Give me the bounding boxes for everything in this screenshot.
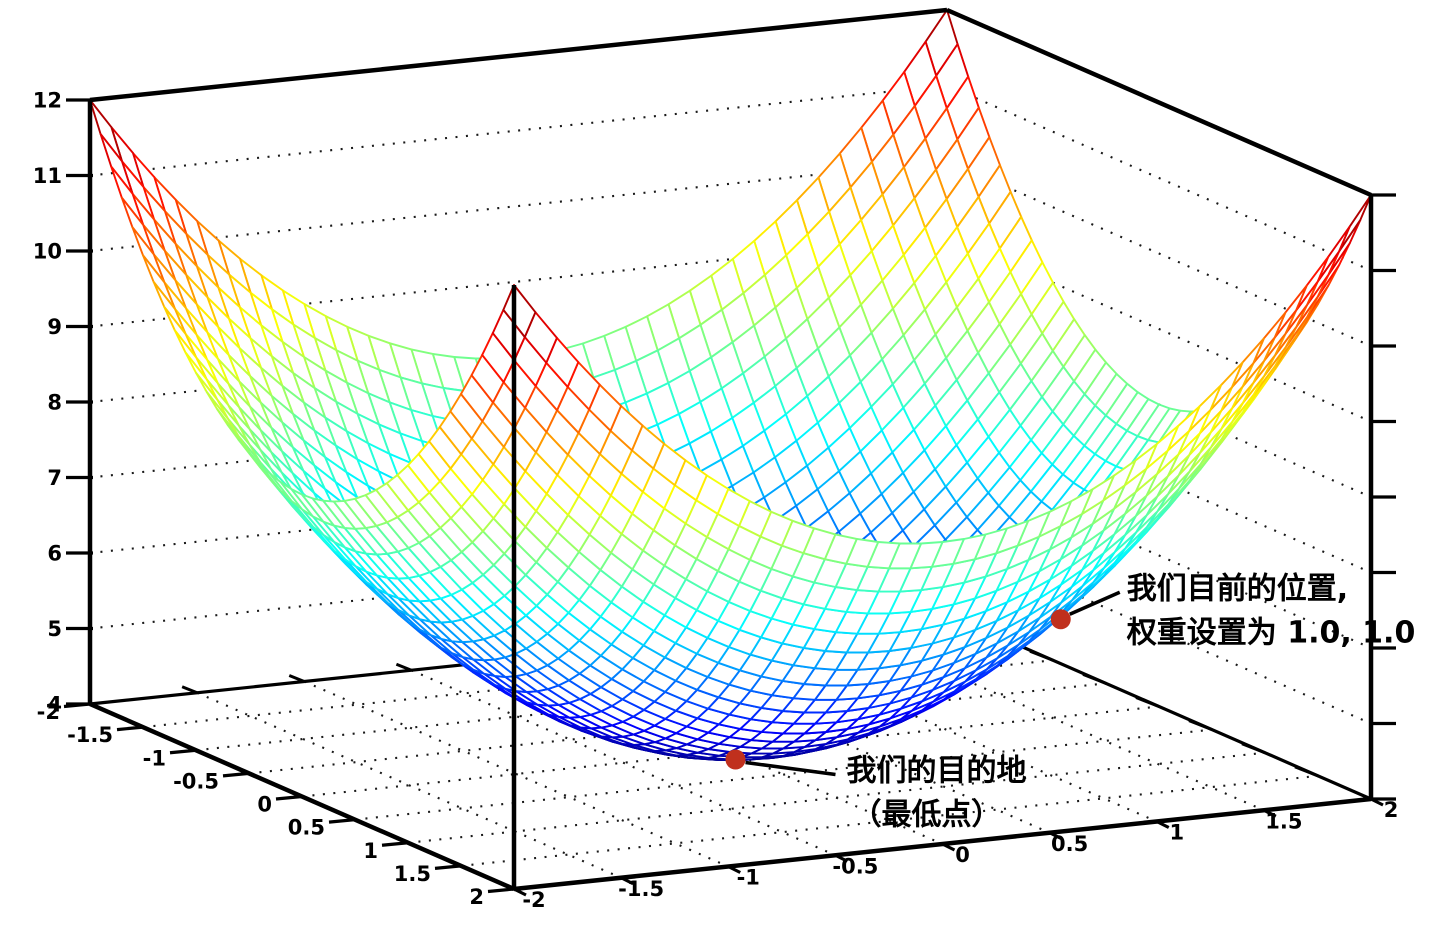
x-tick-label: 0.5 — [1051, 832, 1088, 856]
y-tick — [487, 887, 515, 894]
y-axis-right-tick — [1188, 719, 1213, 732]
x-tick-label: -0.5 — [832, 854, 878, 878]
floor-grid-line — [839, 624, 1265, 812]
annotation-destination: 我们的目的地 （最低点） — [725, 749, 1027, 833]
z-tick-label: 10 — [33, 240, 62, 264]
wall-grid-line — [89, 235, 948, 328]
wall-grid-line — [946, 84, 1372, 272]
x-tick — [727, 865, 741, 874]
mesh-quad — [502, 284, 537, 338]
x-tick-label: -2 — [522, 888, 545, 912]
x-tick — [941, 842, 956, 852]
annotation-leader-line — [1069, 590, 1121, 616]
x-tick-label: -1 — [737, 866, 760, 890]
x-tick-label: 0 — [955, 843, 970, 867]
x-axis-back-tick — [288, 674, 305, 683]
x-tick — [1048, 831, 1063, 841]
y-axis-right-tick — [1294, 765, 1319, 778]
surface-mesh — [89, 9, 1372, 762]
y-tick — [434, 864, 462, 870]
x-tick — [620, 876, 634, 886]
annotation-dot-destination — [725, 749, 746, 770]
z-tick-label: 6 — [47, 542, 62, 566]
z-tick-label: 5 — [47, 617, 62, 641]
top-back-left-edge — [89, 7, 948, 103]
wall-grid-line — [946, 160, 1372, 347]
y-tick — [222, 771, 250, 778]
z-tick-label: 7 — [47, 466, 62, 490]
x-tick — [834, 853, 849, 863]
x-tick-label: 1 — [1169, 821, 1184, 845]
x-tick — [1156, 820, 1170, 829]
y-tick-label: 0.5 — [288, 816, 325, 840]
y-tick-label: 2 — [469, 885, 484, 909]
y-tick-label: -0.5 — [173, 769, 219, 793]
y-tick — [63, 702, 91, 709]
y-axis-right-tick — [1029, 649, 1054, 662]
annotations: 我们目前的位置, 权重设置为 1.0, 1.0 我们的目的地 （最低点） — [725, 571, 1416, 833]
y-tick — [381, 841, 409, 847]
floor-grid-line — [410, 669, 836, 857]
floor-grid-line — [196, 691, 622, 879]
annotation-text-destination-line1: 我们的目的地 — [847, 754, 1027, 789]
annotation-text-current-position-line2: 权重设置为 1.0, 1.0 — [1126, 615, 1416, 650]
y-axis-right-tick — [1082, 672, 1107, 685]
top-back-right-edge — [946, 7, 1372, 198]
y-tick-label: -1 — [143, 746, 166, 770]
z-tick-label: 4 — [47, 693, 62, 717]
floor-grid-line — [354, 728, 1213, 821]
x-tick-label: 2 — [1384, 798, 1399, 822]
y-tick — [169, 748, 197, 755]
annotation-leader-line — [745, 760, 836, 777]
wall-grid-line — [946, 537, 1372, 725]
wall-grid-line — [946, 462, 1372, 649]
y-tick — [116, 725, 144, 732]
annotation-current-position: 我们目前的位置, 权重设置为 1.0, 1.0 — [1050, 571, 1416, 650]
x-tick — [1370, 797, 1384, 807]
floor-grid-line — [460, 774, 1319, 867]
y-tick-label: -2 — [37, 700, 60, 724]
x-axis-back-tick — [395, 662, 412, 672]
wall-grid-line — [89, 159, 948, 253]
mesh-quad — [1338, 194, 1372, 253]
z-tick-label: 8 — [47, 391, 62, 415]
y-axis-right-tick — [1241, 742, 1266, 755]
annotation-text-destination-line2: （最低点） — [852, 798, 1002, 833]
x-axis-back-tick — [181, 685, 198, 695]
z-tick-label: 9 — [47, 315, 62, 339]
annotation-dot-current-position — [1050, 609, 1071, 630]
x-tick-label: 1.5 — [1265, 809, 1302, 833]
x-tick — [513, 887, 527, 897]
floor-grid-line — [732, 635, 1158, 823]
y-tick-label: -1.5 — [67, 723, 113, 747]
z-tick-label: 11 — [33, 164, 62, 188]
wall-grid-line — [89, 84, 948, 177]
y-tick — [328, 818, 356, 824]
y-axis-right-tick — [1135, 696, 1160, 708]
x-tick-label: -1.5 — [618, 877, 664, 901]
wall-grid-line — [946, 235, 1372, 423]
annotation-text-current-position-line1: 我们目前的位置, — [1127, 571, 1348, 606]
y-tick-label: 1.5 — [394, 862, 431, 886]
x-tick — [1263, 808, 1277, 818]
y-tick-label: 0 — [257, 793, 272, 817]
z-tick-label: 12 — [33, 89, 62, 113]
y-tick — [275, 794, 303, 801]
y-tick-label: 1 — [363, 839, 378, 863]
